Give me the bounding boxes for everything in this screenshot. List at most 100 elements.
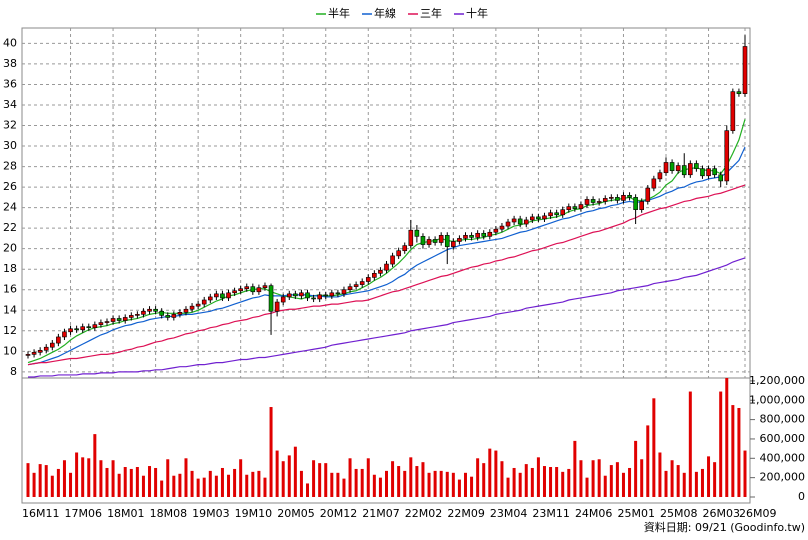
volume-bar (597, 459, 601, 497)
candle-body (244, 286, 250, 290)
volume-bar (707, 456, 711, 497)
y-tick-label: 18 (3, 262, 17, 275)
volume-bar (105, 467, 109, 497)
x-tick-label: 16M11 (22, 507, 60, 520)
volume-bar (342, 478, 346, 497)
volume-bar (269, 407, 273, 497)
candle-body (104, 321, 110, 323)
candle-body (31, 352, 37, 355)
candle-body (596, 201, 602, 203)
volume-bar (257, 470, 261, 497)
volume-bar (518, 472, 522, 497)
volume-bar (391, 461, 395, 497)
volume-bar (719, 391, 723, 497)
volume-bar (214, 475, 218, 497)
candle-body (135, 314, 140, 316)
volume-bar (573, 440, 577, 497)
candle-body (110, 318, 116, 322)
volume-bar (445, 471, 449, 497)
candle-body (602, 198, 608, 202)
volume-bar (530, 467, 534, 497)
candle-body (584, 199, 590, 205)
volume-bar (640, 459, 644, 497)
candle-body (238, 288, 243, 292)
volume-bar (524, 464, 528, 497)
candle-body (426, 239, 432, 245)
legend-label: 年線 (374, 6, 396, 20)
volume-bar (26, 463, 30, 497)
volume-bar (561, 471, 565, 497)
x-tick-label: 26M03 (703, 507, 741, 520)
volume-bar (208, 470, 212, 497)
volume-bar (160, 480, 164, 497)
legend-label: 半年 (328, 6, 350, 20)
volume-tick-label: 0 (798, 490, 805, 503)
candle-body (736, 91, 742, 94)
volume-bar (378, 477, 382, 497)
volume-bar (500, 461, 504, 497)
candle-body (274, 301, 280, 312)
x-tick-label: 22M02 (405, 507, 443, 520)
candle-body (511, 218, 517, 223)
candle-body (359, 281, 365, 285)
volume-bar (166, 459, 170, 497)
volume-bar (397, 466, 401, 497)
candle-body (645, 187, 651, 202)
volume-bar (567, 468, 571, 497)
volume-bar (220, 467, 224, 497)
candle-body (724, 130, 730, 182)
volume-tick-label: 200,000 (760, 471, 806, 484)
candle-body (317, 294, 322, 300)
volume-bar (287, 455, 291, 497)
y-tick-label: 26 (3, 180, 17, 193)
volume-bar (743, 450, 747, 497)
candle-body (141, 310, 146, 315)
candle-body (536, 216, 541, 220)
x-tick-label: 23M04 (490, 507, 528, 520)
x-tick-label: 24M06 (575, 507, 613, 520)
volume-bar (549, 467, 553, 497)
candle-body (226, 292, 231, 299)
x-tick-label: 19M10 (235, 507, 273, 520)
candle-body (256, 287, 262, 293)
candle-body (475, 232, 480, 238)
volume-bar (178, 473, 182, 497)
volume-bar (585, 477, 589, 497)
volume-bar (62, 460, 66, 497)
volume-bar (141, 475, 145, 497)
x-tick-label: 22M09 (447, 507, 485, 520)
candle-body (657, 172, 663, 180)
volume-bar (239, 459, 243, 497)
volume-bar (713, 462, 717, 497)
candle-body (25, 354, 31, 356)
candle-body (627, 195, 632, 198)
x-tick-label: 25M08 (660, 507, 698, 520)
volume-bar (93, 434, 97, 497)
candle-body (590, 199, 596, 203)
ma-line (27, 184, 746, 366)
volume-bar (251, 471, 255, 497)
volume-bar (682, 472, 686, 497)
volume-bar (536, 457, 540, 497)
volume-bar (202, 477, 206, 497)
candle-body (402, 245, 408, 252)
y-tick-label: 20 (3, 242, 17, 255)
volume-bar (293, 446, 297, 497)
x-tick-label: 18M01 (107, 507, 145, 520)
volume-bar (324, 463, 328, 497)
y-tick-label: 14 (3, 303, 17, 316)
volume-bar (542, 466, 546, 497)
volume-bar (75, 452, 79, 497)
volume-bar (470, 476, 474, 497)
volume-bar (476, 458, 480, 497)
volume-bar (318, 463, 322, 497)
x-tick-label: 20M05 (277, 507, 315, 520)
candle-body (353, 284, 359, 287)
candle-body (487, 231, 493, 237)
candle-body (62, 331, 67, 338)
candle-body (128, 315, 134, 318)
candle-body (444, 235, 450, 247)
volume-bar (360, 468, 364, 497)
candle-body (56, 336, 61, 344)
